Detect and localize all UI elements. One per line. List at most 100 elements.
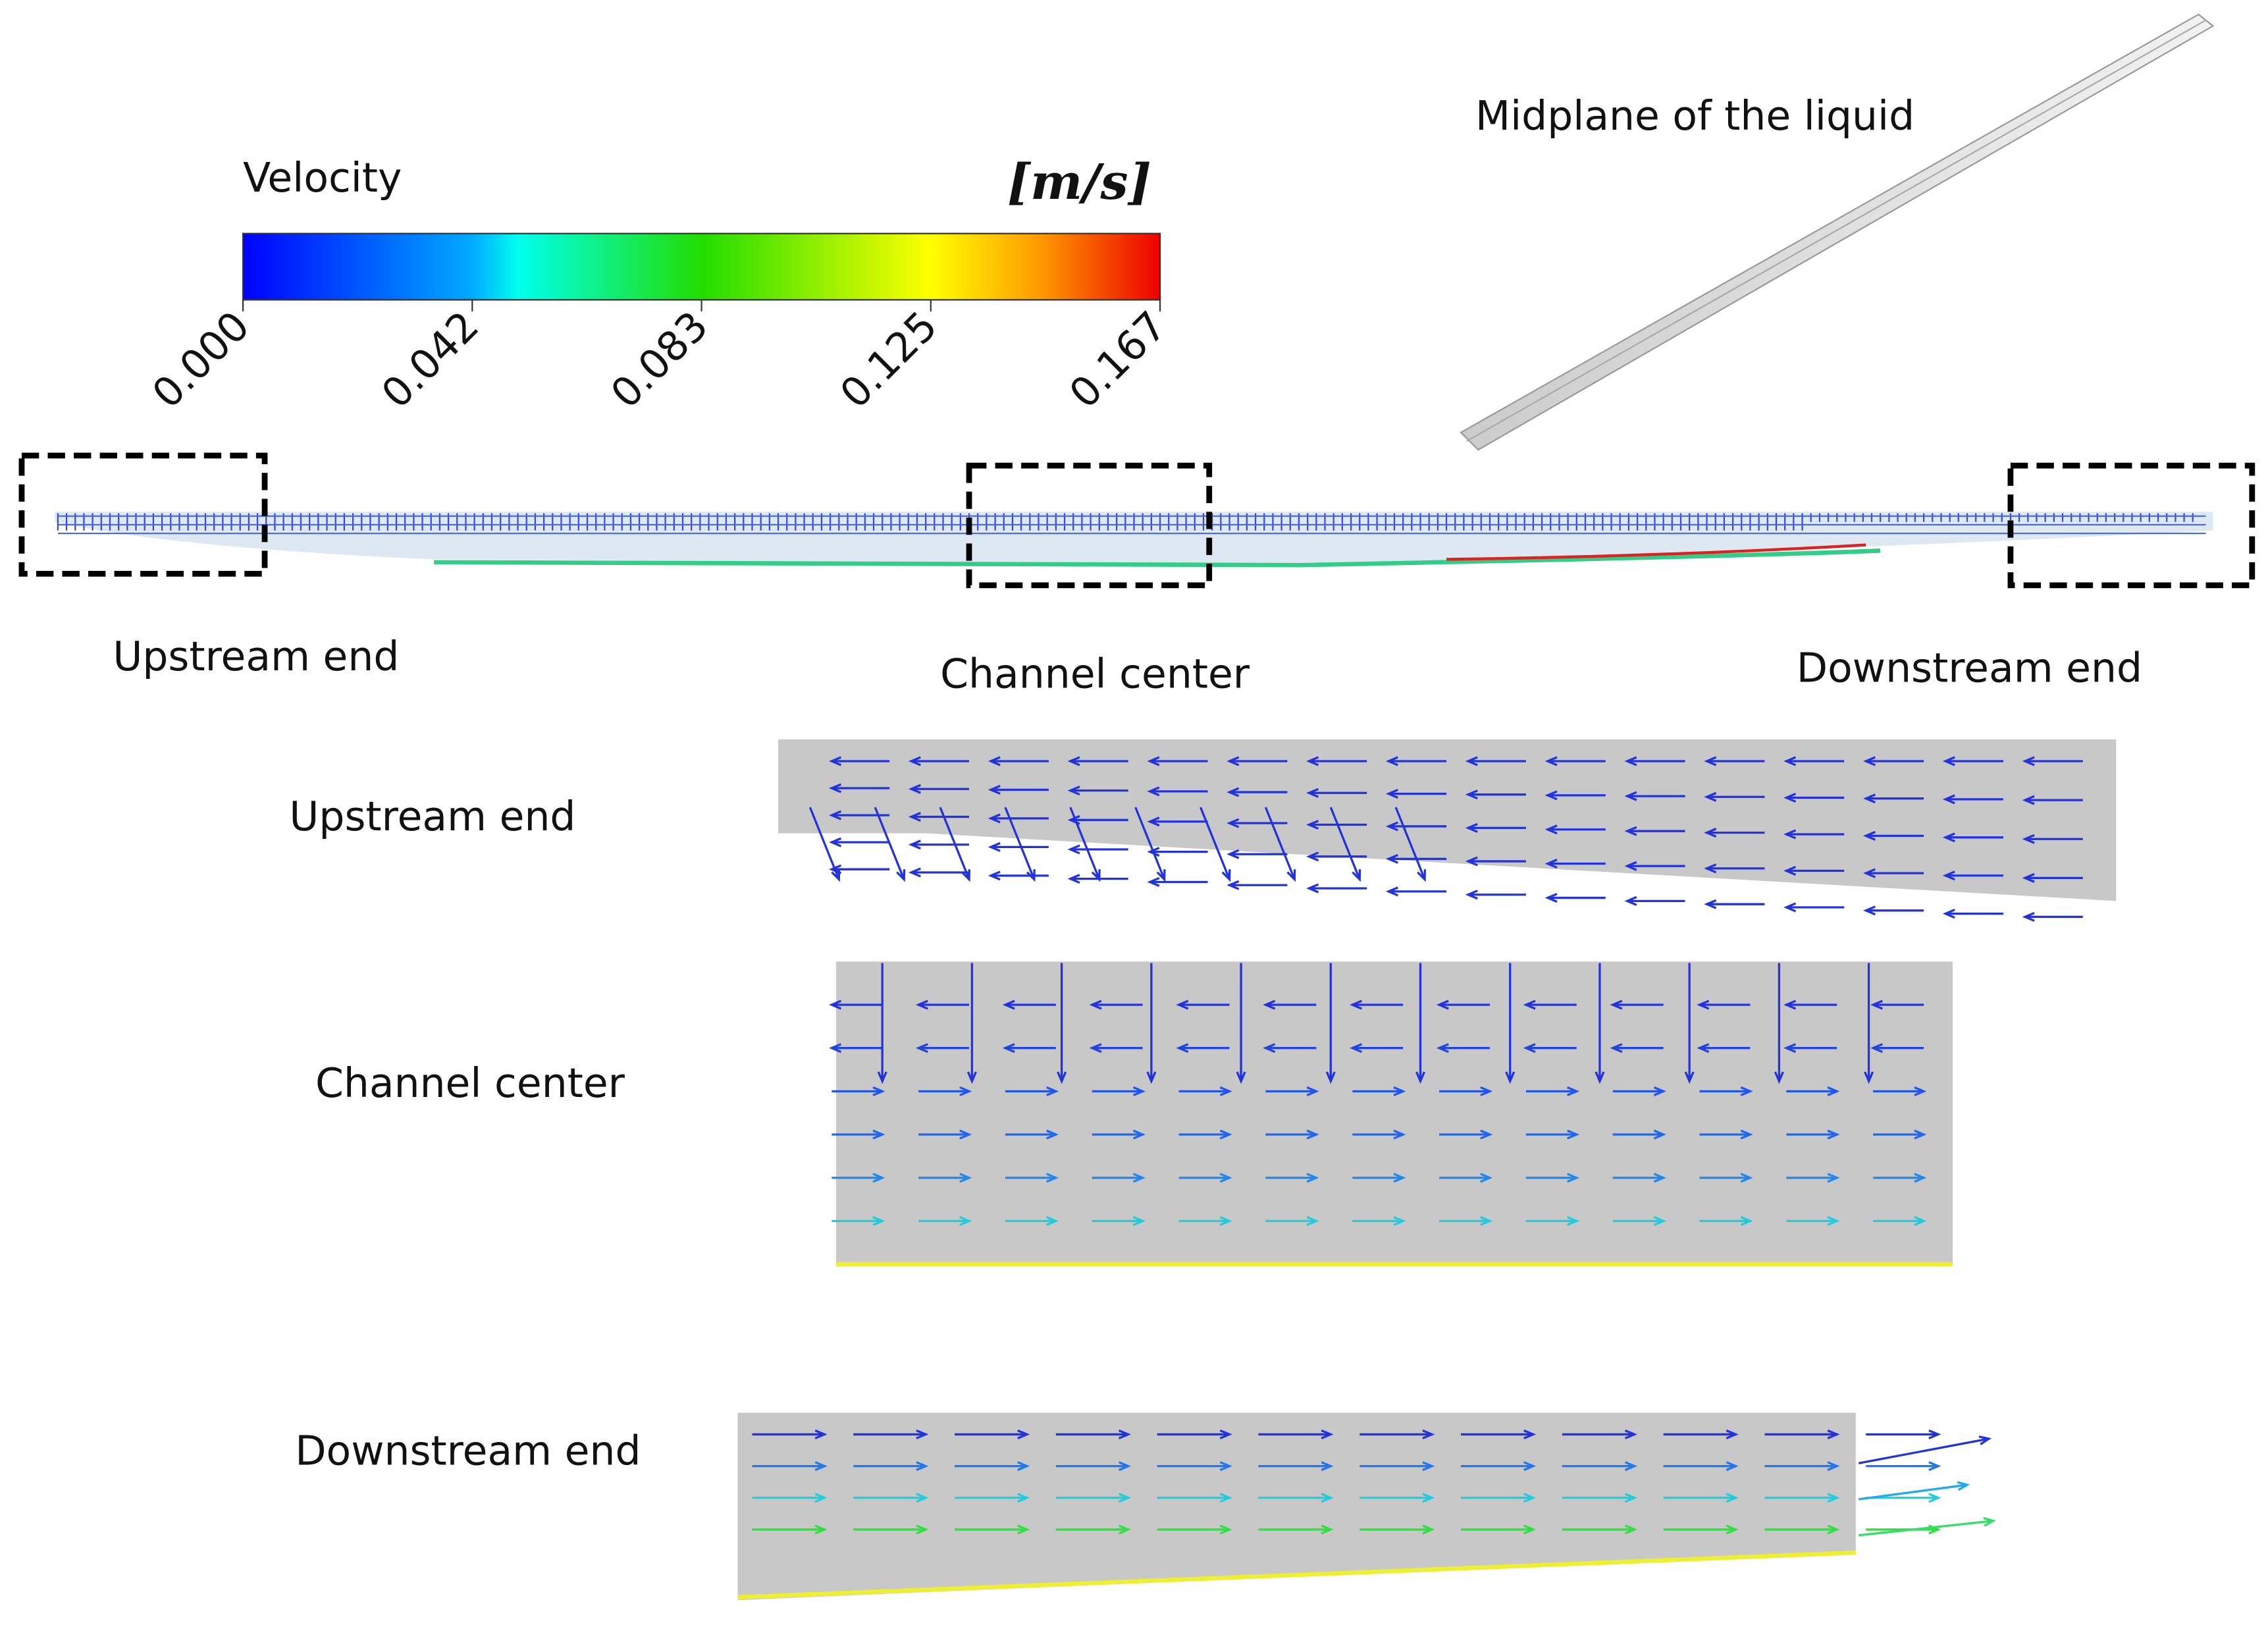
arrow-head <box>2022 795 2035 805</box>
arrow-head <box>1147 756 1160 766</box>
arrow-head <box>1928 1493 1941 1503</box>
panel-bg <box>778 739 2117 901</box>
arrow-head <box>1624 791 1637 801</box>
arrow-head <box>1436 1000 1449 1010</box>
arrow-head <box>814 1461 828 1472</box>
arrow-head <box>1091 869 1101 882</box>
arrow-head <box>1286 869 1296 882</box>
arrow-head <box>1118 1524 1131 1535</box>
arrow-head <box>2022 872 2035 883</box>
arrow-head <box>896 869 906 882</box>
arrow-head <box>1465 789 1478 800</box>
arrow-head <box>1026 869 1036 882</box>
arrow <box>1859 1483 1968 1501</box>
arrow-head <box>1422 1461 1435 1472</box>
arrow-head <box>1067 756 1080 766</box>
arrow-head <box>916 1524 929 1535</box>
arrow-head <box>1864 1071 1874 1084</box>
arrow-head <box>916 1493 929 1503</box>
arrow-head <box>1566 1215 1580 1226</box>
zoom-box <box>2007 462 2255 589</box>
arrow-head <box>1393 1129 1406 1140</box>
arrow-head <box>1306 788 1319 798</box>
panel-label: Upstream end <box>289 793 575 840</box>
arrow-head <box>1942 794 1955 805</box>
arrow-head <box>831 869 841 882</box>
arrow-head <box>1827 1461 1840 1472</box>
arrow-head <box>1862 868 1876 878</box>
arrow-head <box>1226 849 1240 859</box>
arrow-head <box>1017 1429 1030 1439</box>
arrow-head <box>1566 1173 1580 1183</box>
arrow-head <box>1017 1493 1030 1503</box>
arrow-head <box>1862 793 1876 804</box>
arrow-head <box>1704 899 1717 909</box>
arrow-head <box>1118 1493 1131 1503</box>
arrow-head <box>1465 890 1478 900</box>
arrow-head <box>1089 1043 1102 1054</box>
colorbar-title: Velocity <box>243 155 402 201</box>
arrow-head <box>1422 1429 1435 1439</box>
arrow-head <box>1219 1129 1232 1140</box>
arrow-head <box>1306 883 1319 894</box>
arrow-head <box>1862 905 1876 916</box>
arrow-head <box>1624 756 1637 766</box>
arrow-head <box>877 1071 887 1084</box>
arrow-head <box>1219 1461 1232 1472</box>
arrow-head <box>1544 756 1558 766</box>
arrow <box>1069 807 1101 880</box>
arrow-head <box>1827 1429 1840 1439</box>
panel-bg <box>737 1412 1856 1601</box>
colorbar-tick-label: 0.083 <box>602 303 718 417</box>
arrow-head <box>908 812 921 822</box>
arrow-head <box>1422 1493 1435 1503</box>
arrow-head <box>1393 1173 1406 1183</box>
arrow-head <box>1653 1086 1666 1096</box>
arrow-head <box>916 1429 929 1439</box>
panel-edge <box>737 1550 1856 1600</box>
arrow-head <box>1385 821 1398 832</box>
arrow-head <box>1783 793 1797 803</box>
arrow-head <box>1942 756 1955 766</box>
arrow-head <box>1321 1493 1334 1503</box>
arrow-head <box>1870 1043 1884 1054</box>
arrow-head <box>1321 1429 1334 1439</box>
arrow-head <box>1624 1429 1637 1439</box>
arrow-head <box>1226 818 1240 828</box>
arrow-head <box>1827 1493 1840 1503</box>
arrow-head <box>1306 820 1319 830</box>
arrow-head <box>872 1173 885 1183</box>
colorbar-tick-label: 0.000 <box>144 303 259 417</box>
arrow-head <box>915 1043 928 1054</box>
arrow-head <box>1544 893 1558 903</box>
panel-arrows <box>752 756 2083 1537</box>
arrow <box>1859 1520 1993 1537</box>
arrow <box>1200 807 1231 880</box>
arrow-head <box>1147 847 1160 857</box>
arrow-head <box>959 1086 972 1096</box>
arrow-head <box>959 1215 972 1226</box>
arrow-head <box>1350 1000 1363 1010</box>
arrow-head <box>1624 895 1637 906</box>
arrow-head <box>1002 1000 1015 1010</box>
arrow-head <box>829 1043 842 1054</box>
arrow-head <box>1465 822 1478 833</box>
arrow-head <box>1221 869 1231 882</box>
arrow-head <box>1417 869 1427 882</box>
overview-label: Downstream end <box>1797 645 2142 692</box>
overview-arrows <box>57 513 2206 535</box>
arrow-head <box>1480 1129 1493 1140</box>
arrow-head <box>1827 1524 1840 1535</box>
arrow-head <box>1653 1173 1666 1183</box>
arrow-head <box>1385 853 1398 864</box>
arrow <box>1394 807 1426 880</box>
arrow-head <box>1740 1086 1753 1096</box>
colorbar-unit: [m/s] <box>1007 153 1151 211</box>
arrow-head <box>1017 1461 1030 1472</box>
arrow-head <box>1523 1429 1537 1439</box>
arrow-head <box>1219 1524 1232 1535</box>
arrow-head <box>1928 1429 1941 1439</box>
arrow-head <box>872 1129 885 1140</box>
arrow-head <box>1566 1086 1580 1096</box>
